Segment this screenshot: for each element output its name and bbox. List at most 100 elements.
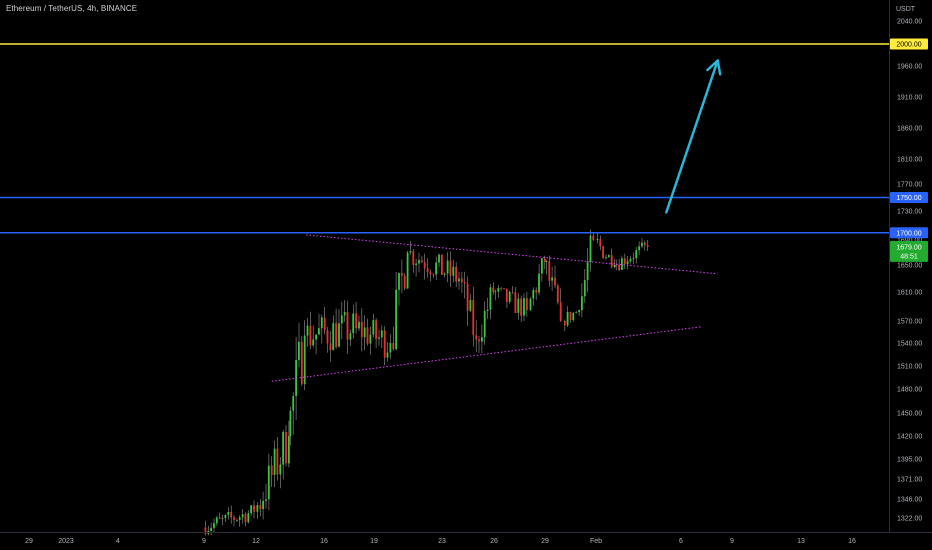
candle-body bbox=[646, 245, 649, 247]
candle-body bbox=[265, 499, 267, 501]
candle-body bbox=[458, 278, 460, 282]
candle-body bbox=[626, 261, 629, 264]
drawings bbox=[0, 43, 889, 382]
candles bbox=[204, 229, 649, 536]
candle-body bbox=[315, 334, 317, 340]
candle-body bbox=[592, 235, 595, 240]
candle-body bbox=[300, 341, 303, 385]
candle-body bbox=[548, 260, 551, 281]
candle-body bbox=[312, 339, 315, 346]
candle-body bbox=[372, 320, 375, 335]
candle-body bbox=[461, 278, 463, 282]
price-badge-label: 1700.00 bbox=[896, 230, 921, 237]
candle-body bbox=[270, 465, 273, 475]
candle-body bbox=[466, 283, 469, 311]
candle-body bbox=[292, 396, 295, 411]
candle-body bbox=[432, 274, 435, 276]
price-badge-label: 2000.00 bbox=[896, 42, 921, 49]
candle-body bbox=[323, 317, 326, 331]
y-tick-label: 1395.00 bbox=[897, 457, 922, 464]
y-tick-label: 1650.00 bbox=[897, 263, 922, 270]
candle-body bbox=[572, 312, 575, 320]
candle-body bbox=[599, 239, 602, 247]
candle-body bbox=[503, 288, 505, 289]
x-tick-label: 26 bbox=[490, 538, 498, 545]
y-tick-label: 1540.00 bbox=[897, 341, 922, 348]
price-badge bbox=[890, 227, 928, 239]
candle-body bbox=[418, 260, 420, 264]
x-tick-label: 13 bbox=[797, 538, 805, 545]
y-tick-label: 1960.00 bbox=[897, 64, 922, 71]
candle-body bbox=[494, 291, 497, 293]
last-price-badge bbox=[890, 240, 928, 262]
candle-body bbox=[497, 288, 500, 292]
candle-body bbox=[238, 517, 241, 520]
candle-body bbox=[578, 310, 580, 313]
candle-body bbox=[329, 343, 332, 350]
candle-body bbox=[638, 246, 640, 251]
price-badge bbox=[890, 192, 928, 203]
candle-body bbox=[605, 257, 607, 259]
candle-body bbox=[538, 273, 540, 293]
candle-body bbox=[398, 273, 400, 290]
y-tick-label: 1322.00 bbox=[897, 516, 922, 523]
candle-body bbox=[218, 517, 221, 519]
triangle-trendline[interactable] bbox=[306, 234, 718, 275]
candle-body bbox=[532, 289, 535, 299]
candle-body bbox=[403, 275, 406, 289]
y-tick-label: 1371.00 bbox=[897, 477, 922, 484]
y-tick-label: 1730.00 bbox=[897, 209, 922, 216]
candle-body bbox=[543, 258, 546, 262]
candle-body bbox=[575, 312, 578, 313]
candle-body bbox=[346, 312, 349, 340]
candle-body bbox=[435, 262, 437, 275]
candle-body bbox=[517, 298, 520, 313]
arrow-shaft[interactable] bbox=[665, 59, 719, 214]
candle-body bbox=[335, 323, 337, 347]
candle-body bbox=[332, 323, 335, 350]
x-tick-label: 16 bbox=[848, 538, 856, 545]
arrow-head bbox=[706, 59, 722, 76]
candle-body bbox=[259, 505, 262, 509]
candle-body bbox=[596, 239, 599, 240]
candle-body bbox=[386, 352, 389, 358]
candle-body bbox=[535, 289, 538, 293]
candle-body bbox=[363, 327, 366, 338]
candle-body bbox=[262, 501, 264, 509]
candle-body bbox=[338, 323, 340, 347]
candle-body bbox=[452, 266, 455, 276]
candle-body bbox=[406, 252, 409, 289]
candle-body bbox=[554, 277, 556, 286]
x-tick-label: 12 bbox=[252, 538, 260, 545]
candle-body bbox=[349, 333, 352, 340]
x-tick-label: 19 bbox=[370, 538, 378, 545]
chart-title: Ethereum / TetherUS, 4h, BINANCE bbox=[6, 4, 138, 13]
price-axis-unit: USDT bbox=[896, 6, 916, 13]
y-tick-label: 1450.00 bbox=[897, 411, 922, 418]
y-tick-label: 1860.00 bbox=[897, 126, 922, 133]
candle-body bbox=[589, 235, 592, 263]
candle-body bbox=[481, 337, 483, 342]
price-badge bbox=[890, 38, 928, 50]
candle-body bbox=[289, 410, 292, 436]
price-badges: 2000.00 1750.00 1700.00 1679.00 48:51 bbox=[890, 38, 928, 262]
candle-body bbox=[581, 296, 583, 311]
candle-body bbox=[279, 464, 282, 475]
candle-body bbox=[204, 527, 207, 534]
candle-body bbox=[415, 263, 417, 265]
candle-body bbox=[267, 465, 270, 500]
candle-body bbox=[253, 505, 255, 512]
candle-body bbox=[375, 320, 377, 339]
candle-body bbox=[583, 280, 586, 297]
symbol-name: Ethereum / TetherUS bbox=[6, 4, 83, 13]
candle-body bbox=[256, 505, 259, 512]
candle-body bbox=[366, 327, 369, 344]
candle-body bbox=[520, 298, 522, 316]
candle-body bbox=[635, 250, 638, 259]
candle-body bbox=[489, 287, 492, 310]
x-tick-label: Feb bbox=[590, 538, 602, 545]
candle-body bbox=[395, 289, 397, 350]
x-tick-label: 9 bbox=[730, 538, 734, 545]
